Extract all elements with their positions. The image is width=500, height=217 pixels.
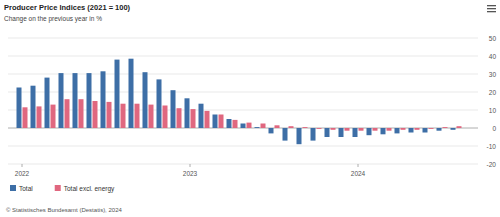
bar bbox=[303, 127, 308, 129]
bar bbox=[65, 99, 70, 128]
bar bbox=[171, 90, 176, 128]
bars bbox=[17, 59, 462, 145]
menu-icon[interactable] bbox=[487, 5, 496, 12]
bar bbox=[443, 127, 448, 129]
bar bbox=[129, 59, 134, 128]
x-tick-label: 2023 bbox=[183, 170, 198, 177]
x-tick bbox=[358, 164, 359, 167]
bar bbox=[143, 72, 148, 128]
bar bbox=[107, 102, 112, 128]
bar bbox=[325, 128, 330, 137]
y-tick-label: 0 bbox=[492, 125, 496, 132]
y-tick-label: 20 bbox=[489, 89, 497, 96]
y-tick-label: 50 bbox=[489, 35, 497, 42]
bar bbox=[283, 128, 288, 141]
x-tick-label: 2024 bbox=[351, 170, 366, 177]
legend-swatch bbox=[10, 185, 16, 191]
x-tick bbox=[190, 164, 191, 167]
bar bbox=[115, 60, 120, 128]
grid-line bbox=[8, 56, 478, 57]
bar bbox=[345, 128, 350, 131]
bar bbox=[177, 108, 182, 128]
grid-line bbox=[8, 92, 478, 93]
bar bbox=[205, 111, 210, 128]
menu-line bbox=[487, 5, 496, 6]
bar bbox=[275, 125, 280, 128]
title: Producer Price Indices (2021 = 100) bbox=[4, 3, 131, 12]
bar bbox=[297, 128, 302, 144]
bar bbox=[101, 71, 106, 128]
bar bbox=[415, 128, 420, 130]
y-tick-label: 10 bbox=[489, 107, 497, 114]
bar bbox=[317, 128, 322, 130]
y-tick-label: 30 bbox=[489, 71, 497, 78]
legend-label: Total bbox=[19, 185, 33, 192]
bar bbox=[457, 126, 462, 128]
x-tick bbox=[22, 164, 23, 167]
grid-line bbox=[8, 38, 478, 39]
bar bbox=[423, 128, 428, 133]
bar bbox=[451, 128, 456, 130]
y-tick-label: -10 bbox=[487, 143, 497, 150]
bar bbox=[121, 104, 126, 128]
bar bbox=[17, 88, 22, 129]
grid-line bbox=[8, 74, 478, 75]
bar bbox=[93, 101, 98, 128]
bar bbox=[261, 124, 266, 129]
bar bbox=[157, 79, 162, 128]
grid-line bbox=[8, 146, 478, 147]
bar bbox=[269, 128, 274, 133]
bar bbox=[31, 86, 36, 128]
bar bbox=[367, 128, 372, 135]
bar bbox=[163, 106, 168, 129]
bar bbox=[247, 123, 252, 128]
bar bbox=[135, 104, 140, 128]
subtitle: Change on the previous year in % bbox=[4, 15, 102, 23]
y-tick-label: 40 bbox=[489, 53, 497, 60]
bar bbox=[51, 105, 56, 128]
source: © Statistisches Bundesamt (Destatis), 20… bbox=[6, 207, 122, 213]
bar bbox=[311, 128, 316, 141]
bar bbox=[199, 104, 204, 128]
bar bbox=[359, 128, 364, 131]
bar bbox=[213, 115, 218, 129]
bar bbox=[185, 98, 190, 128]
menu-line bbox=[487, 11, 496, 12]
bar bbox=[353, 128, 358, 137]
bar bbox=[37, 106, 42, 128]
bar bbox=[409, 128, 414, 133]
bar bbox=[45, 78, 50, 128]
bar bbox=[149, 105, 154, 128]
bar bbox=[87, 73, 92, 128]
bar bbox=[241, 124, 246, 129]
chart: Producer Price Indices (2021 = 100) Chang… bbox=[0, 0, 500, 217]
bar bbox=[331, 128, 336, 130]
y-tick-label: -20 bbox=[487, 161, 497, 168]
bar bbox=[395, 128, 400, 133]
bar bbox=[227, 119, 232, 128]
bar bbox=[381, 128, 386, 134]
bar bbox=[23, 107, 28, 128]
bar bbox=[339, 128, 344, 137]
bar bbox=[73, 73, 78, 128]
menu-line bbox=[487, 8, 496, 9]
grid-line bbox=[8, 164, 478, 165]
legend-swatch bbox=[55, 185, 61, 191]
bar bbox=[289, 126, 294, 128]
x-tick-label: 2022 bbox=[15, 170, 30, 177]
bar bbox=[233, 120, 238, 128]
bar bbox=[437, 128, 442, 131]
bar bbox=[429, 128, 434, 130]
bar bbox=[401, 128, 406, 130]
bar bbox=[79, 99, 84, 128]
legend-label: Total excl. energy bbox=[64, 185, 115, 193]
bar bbox=[255, 127, 260, 129]
bar bbox=[191, 109, 196, 128]
bar bbox=[219, 115, 224, 129]
bar bbox=[373, 128, 378, 131]
bar bbox=[387, 128, 392, 131]
bar bbox=[59, 73, 64, 128]
